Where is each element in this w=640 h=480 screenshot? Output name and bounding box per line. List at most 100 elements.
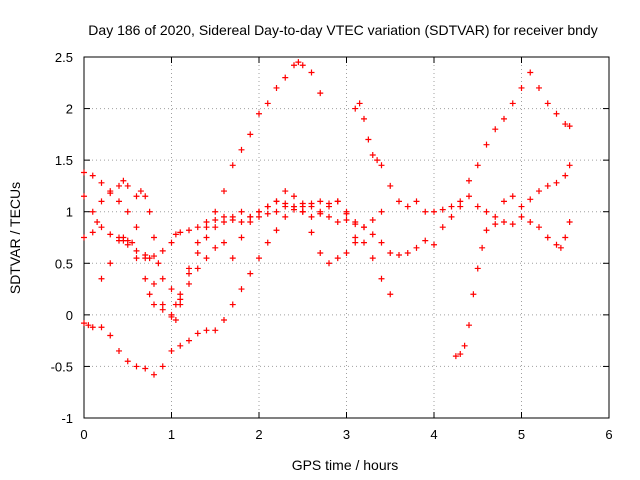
data-point bbox=[116, 347, 122, 354]
data-point bbox=[221, 219, 227, 226]
data-point bbox=[466, 193, 472, 200]
data-point bbox=[177, 296, 184, 303]
data-point bbox=[124, 358, 131, 365]
data-point bbox=[308, 229, 315, 236]
data-point bbox=[326, 213, 332, 220]
data-point bbox=[256, 208, 262, 215]
data-point bbox=[151, 280, 157, 287]
data-point bbox=[527, 69, 534, 76]
data-point bbox=[159, 363, 166, 370]
axis-ticks: 0 1 2 3 4 5 6 2.5 2 1.5 1 0.5 0 -0.5 -1 bbox=[51, 50, 613, 442]
data-point bbox=[326, 260, 332, 267]
data-point bbox=[116, 237, 122, 244]
data-point bbox=[142, 275, 149, 282]
data-point bbox=[509, 100, 516, 107]
data-point bbox=[501, 115, 507, 122]
data-point bbox=[177, 229, 184, 236]
data-point bbox=[203, 327, 210, 334]
data-point bbox=[221, 317, 227, 324]
data-point bbox=[422, 237, 429, 244]
data-point bbox=[264, 239, 271, 246]
data-point bbox=[98, 324, 105, 331]
data-point bbox=[282, 213, 289, 220]
data-point bbox=[264, 203, 271, 210]
data-point bbox=[291, 193, 297, 200]
data-point bbox=[361, 224, 367, 231]
data-point bbox=[221, 239, 227, 246]
data-point bbox=[566, 123, 573, 130]
data-point bbox=[229, 162, 236, 169]
data-point bbox=[81, 193, 87, 200]
data-point bbox=[273, 84, 280, 91]
x-axis-label: GPS time / hours bbox=[292, 457, 399, 473]
data-point bbox=[483, 208, 490, 215]
data-point bbox=[299, 62, 306, 69]
data-point bbox=[317, 249, 324, 256]
data-point bbox=[168, 347, 175, 354]
data-point bbox=[238, 234, 245, 241]
y-tick-label: 2 bbox=[66, 102, 73, 117]
data-point bbox=[562, 234, 569, 241]
y-tick-label: 0 bbox=[66, 308, 73, 323]
data-point bbox=[308, 203, 315, 210]
data-point bbox=[146, 208, 153, 215]
data-point bbox=[120, 234, 127, 241]
data-point bbox=[168, 313, 175, 320]
data-point bbox=[256, 213, 262, 220]
data-point bbox=[137, 188, 144, 195]
data-point bbox=[107, 190, 114, 197]
data-point bbox=[299, 208, 306, 215]
data-point bbox=[282, 188, 289, 195]
data-point bbox=[452, 353, 459, 360]
data-point bbox=[566, 162, 573, 169]
data-point bbox=[343, 216, 350, 223]
data-point bbox=[457, 198, 464, 205]
x-tick-label: 4 bbox=[430, 427, 437, 442]
data-point bbox=[98, 224, 105, 231]
data-point bbox=[566, 219, 573, 226]
data-point bbox=[343, 249, 350, 256]
data-point bbox=[378, 239, 385, 246]
chart-title: Day 186 of 2020, Sidereal Day-to-day VTE… bbox=[88, 22, 597, 38]
data-point bbox=[124, 182, 131, 189]
data-point bbox=[107, 332, 114, 339]
data-point bbox=[448, 203, 455, 210]
data-point bbox=[194, 265, 201, 272]
data-point bbox=[159, 301, 166, 308]
data-point bbox=[151, 301, 157, 308]
data-point bbox=[291, 62, 297, 69]
data-point bbox=[238, 219, 245, 226]
x-tick-label: 3 bbox=[343, 427, 350, 442]
data-point bbox=[116, 182, 122, 189]
data-point bbox=[168, 239, 175, 246]
data-point bbox=[308, 69, 315, 76]
data-point bbox=[474, 265, 481, 272]
data-point bbox=[151, 371, 157, 378]
data-point bbox=[186, 280, 192, 287]
data-point bbox=[378, 162, 385, 169]
data-point bbox=[159, 306, 166, 313]
data-point bbox=[107, 260, 114, 267]
data-point bbox=[448, 213, 455, 220]
data-point bbox=[264, 100, 271, 107]
data-point bbox=[247, 213, 254, 220]
data-point bbox=[369, 216, 376, 223]
data-point bbox=[273, 227, 280, 234]
data-point bbox=[89, 324, 96, 331]
data-point bbox=[273, 198, 280, 205]
data-point bbox=[212, 244, 219, 251]
data-point bbox=[168, 286, 175, 293]
data-point bbox=[221, 188, 227, 195]
data-point bbox=[334, 198, 341, 205]
data-point bbox=[536, 224, 542, 231]
data-point bbox=[107, 231, 114, 238]
y-tick-label: 1.5 bbox=[55, 153, 73, 168]
data-point bbox=[369, 255, 376, 262]
data-point bbox=[492, 213, 499, 220]
data-point bbox=[282, 203, 289, 210]
data-point bbox=[133, 193, 140, 200]
data-point bbox=[396, 198, 402, 205]
data-point bbox=[536, 84, 542, 91]
data-point bbox=[256, 110, 262, 117]
data-point bbox=[431, 208, 437, 215]
